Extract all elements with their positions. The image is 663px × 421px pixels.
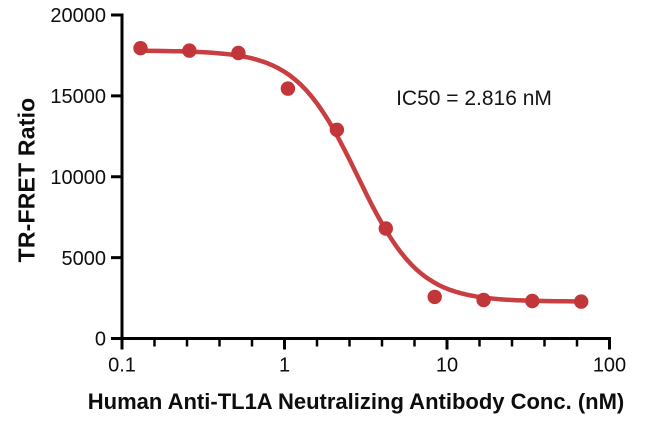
data-point xyxy=(133,41,148,56)
data-point xyxy=(231,45,246,61)
x-tick-label: 1 xyxy=(279,355,290,377)
y-tick-labels: 0 5000 10000 15000 20000 xyxy=(50,5,106,351)
data-point xyxy=(427,289,442,305)
data-points xyxy=(133,41,589,309)
y-tick-label: 20000 xyxy=(50,5,106,27)
x-axis-ticks xyxy=(120,340,611,350)
ic50-annotation: IC50 = 2.816 nM xyxy=(396,87,552,110)
axes xyxy=(120,13,611,340)
y-axis-ticks xyxy=(111,13,121,340)
x-tick-label: 0.1 xyxy=(108,355,136,377)
y-tick-label: 15000 xyxy=(50,86,106,108)
y-tick-label: 0 xyxy=(95,329,106,351)
data-point xyxy=(280,81,296,96)
data-point xyxy=(378,221,393,236)
x-axis-title: Human Anti-TL1A Neutralizing Antibody Co… xyxy=(87,389,625,414)
data-point xyxy=(525,293,540,309)
data-point xyxy=(182,43,197,58)
x-tick-label: 100 xyxy=(593,355,626,377)
fit-curve xyxy=(138,48,585,304)
x-tick-label: 10 xyxy=(436,355,458,377)
data-point xyxy=(329,122,345,137)
y-tick-label: 10000 xyxy=(50,167,106,189)
y-axis-title: TR-FRET Ratio xyxy=(13,97,40,263)
data-point xyxy=(574,294,589,309)
dose-response-curve xyxy=(138,48,585,304)
y-tick-label: 5000 xyxy=(62,248,107,270)
data-point xyxy=(476,292,491,308)
x-tick-labels: 0.1 1 10 100 xyxy=(108,355,626,377)
